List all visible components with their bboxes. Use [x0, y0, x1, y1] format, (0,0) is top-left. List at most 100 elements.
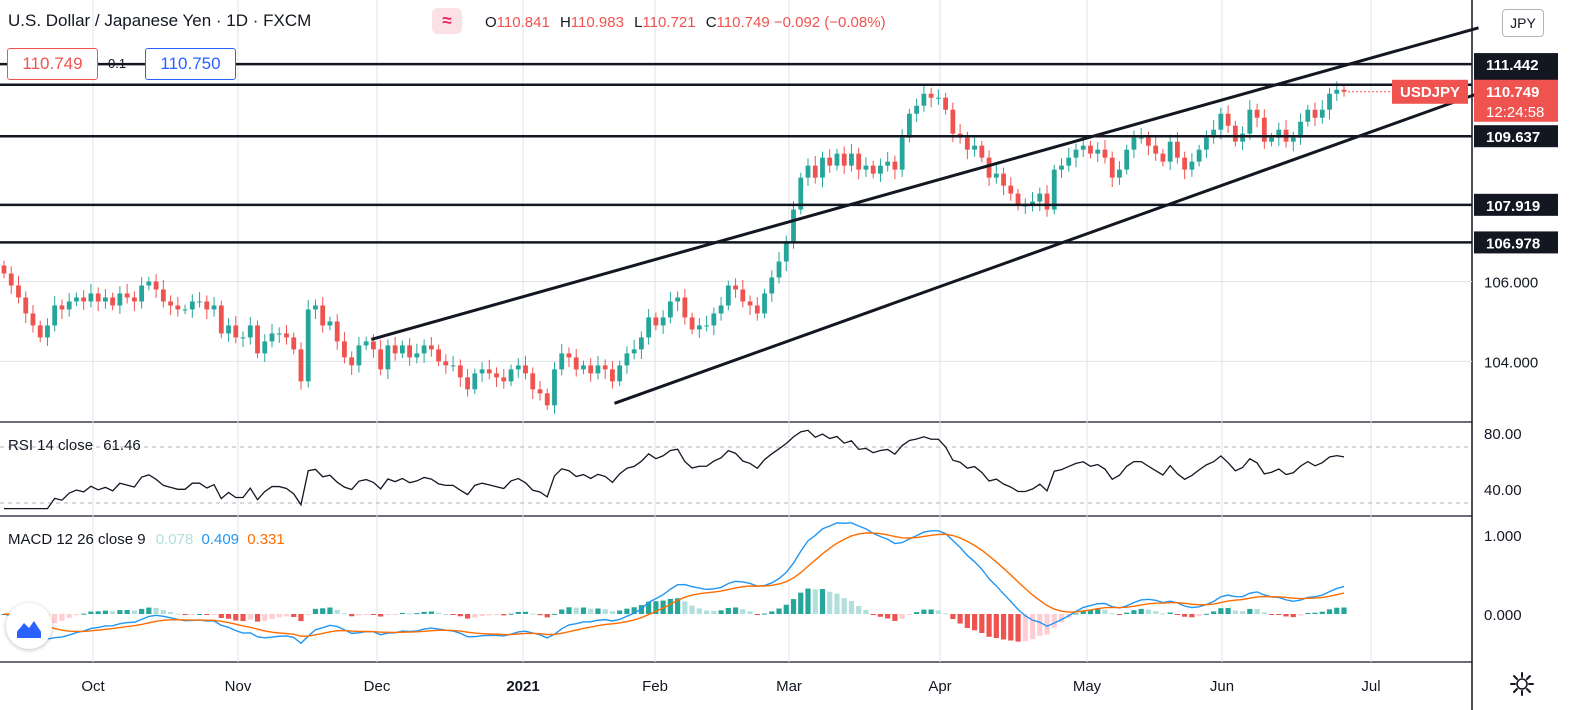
macd-histogram-bar: [1160, 613, 1166, 615]
channel-upper-line: [370, 26, 1479, 341]
macd-histogram-bar: [993, 614, 999, 639]
candle-body: [1153, 145, 1159, 154]
macd-histogram-bar: [1073, 613, 1079, 615]
candle-body: [646, 317, 652, 338]
candle-body: [356, 345, 362, 366]
macd-histogram-bar: [1283, 614, 1289, 617]
candle-body: [1334, 89, 1340, 94]
macd-histogram-bar: [950, 614, 956, 620]
candle-body: [812, 165, 818, 178]
candle-body: [320, 305, 326, 326]
candle-body: [313, 305, 318, 310]
candle-body: [465, 377, 470, 390]
candle-body: [639, 337, 644, 350]
symbol-title[interactable]: U.S. Dollar / Japanese Yen · 1D · FXCM: [8, 11, 311, 31]
macd-histogram-bar: [747, 611, 753, 614]
macd-histogram-bar: [675, 598, 681, 614]
candle-body: [240, 337, 246, 339]
candle-body: [1203, 137, 1209, 150]
candle-body: [667, 301, 673, 318]
price-level-tag-text: 107.919: [1486, 198, 1540, 215]
macd-histogram-bar: [892, 614, 898, 621]
settings-gear-icon[interactable]: [1509, 671, 1535, 697]
macd-histogram-bar: [341, 613, 348, 615]
x-tick-label: Nov: [225, 678, 252, 695]
macd-histogram-bar: [885, 614, 891, 619]
ohlc-open-label: O: [485, 14, 497, 31]
macd-histogram-bar: [1124, 612, 1130, 614]
price-level-tag: [1474, 193, 1558, 216]
macd-histogram-bar: [196, 613, 203, 615]
candle-body: [443, 361, 449, 366]
candle-body: [696, 325, 702, 330]
macd-histogram-bar: [1174, 614, 1181, 615]
macd-histogram-bar: [798, 592, 804, 614]
candle-body: [421, 345, 427, 354]
macd-histogram-bar: [790, 599, 797, 614]
candle-body: [37, 325, 43, 338]
candle-body: [791, 209, 796, 242]
candle-body: [284, 333, 289, 338]
buy-price: 110.750: [160, 54, 221, 73]
candle-body: [23, 297, 29, 314]
candle-body: [88, 293, 94, 302]
candle-body: [617, 365, 623, 382]
currency-button[interactable]: JPY: [1502, 9, 1544, 37]
macd-histogram-bar: [631, 607, 637, 614]
candle-body: [863, 165, 869, 170]
rsi-legend[interactable]: RSI 14 close 61.46: [8, 437, 141, 454]
macd-histogram-bar: [667, 598, 673, 614]
candle-body: [1102, 149, 1108, 158]
candle-body: [1124, 149, 1130, 170]
candle-body: [479, 369, 485, 374]
indicator-wave-icon[interactable]: ≈: [432, 8, 462, 34]
macd-histogram-bar: [59, 614, 65, 621]
macd-histogram-bar: [1247, 608, 1253, 614]
macd-histogram-bar: [73, 614, 80, 616]
macd-histogram-bar: [595, 608, 601, 614]
macd-histogram-bar: [407, 613, 413, 615]
macd-histogram-bar: [943, 613, 949, 615]
macd-histogram-bar: [52, 614, 58, 624]
macd-tick-label: 1.000: [1484, 528, 1522, 545]
macd-legend-macd: 0.409: [201, 531, 240, 548]
macd-legend[interactable]: MACD 12 26 close 9 0.078 0.409 0.331: [8, 531, 285, 548]
buy-price-button[interactable]: 110.750: [145, 48, 236, 80]
sell-price-button[interactable]: 110.749: [7, 48, 98, 80]
macd-histogram-bar: [1312, 612, 1318, 614]
candle-body: [921, 93, 927, 106]
macd-histogram-bar: [551, 613, 558, 615]
ohlc-high-label: H: [559, 14, 571, 31]
candle-body: [305, 309, 311, 382]
macd-histogram-bar: [204, 614, 210, 615]
candle-body: [95, 293, 101, 302]
candle-body: [1160, 153, 1166, 162]
macd-histogram-bar: [1116, 614, 1123, 615]
candle-body: [160, 289, 166, 302]
tradingview-logo-icon[interactable]: [6, 603, 52, 649]
candle-body: [1225, 113, 1231, 126]
candle-body: [631, 349, 637, 354]
candle-body: [110, 297, 116, 306]
sell-price: 110.749: [22, 54, 83, 73]
macd-histogram-bar: [1268, 614, 1275, 615]
macd-histogram-bar: [971, 614, 978, 631]
macd-histogram-bar: [703, 610, 710, 614]
ohlc-low-label: L: [634, 14, 643, 31]
macd-histogram-bar: [1196, 614, 1202, 617]
macd-histogram-bar: [508, 613, 514, 615]
macd-histogram-bar: [88, 611, 94, 614]
candle-body: [841, 153, 847, 166]
macd-histogram-bar: [580, 607, 587, 614]
macd-histogram-bar: [769, 611, 775, 614]
macd-histogram-bar: [378, 614, 384, 617]
candle-body: [291, 337, 297, 350]
candle-body: [247, 325, 253, 338]
candle-body: [950, 109, 956, 134]
candle-body: [1146, 137, 1151, 146]
macd-legend-signal: 0.331: [247, 531, 285, 548]
candle-body: [146, 281, 152, 286]
macd-histogram-bar: [537, 614, 543, 616]
candle-body: [704, 325, 709, 327]
